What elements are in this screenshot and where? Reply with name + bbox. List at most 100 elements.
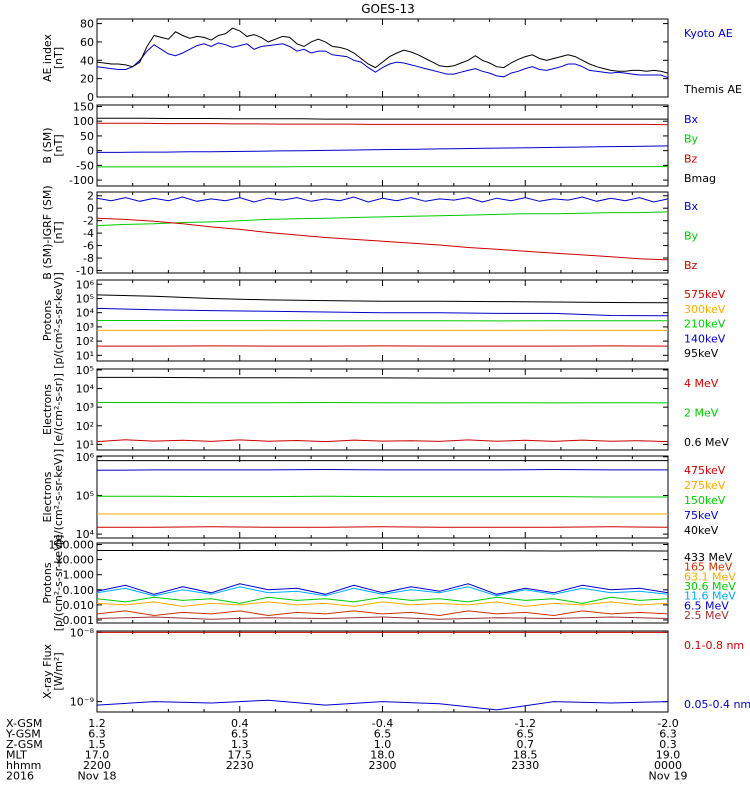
y-tick-label: 100 — [73, 115, 94, 128]
y-axis-label: [nT] — [52, 134, 65, 156]
panel-frame — [96, 18, 669, 98]
panel-ae: 0 20 40 60 80 AE index[nT] Kyoto AE Themis AE — [41, 18, 742, 104]
x-axis-value: 0000 — [654, 759, 682, 772]
x-axis-row-label: Y-GSM — [5, 728, 41, 741]
y-axis-label: B (SM) — [41, 127, 54, 163]
legend-entry: 0.1-0.8 nm — [684, 639, 744, 652]
series-line-themis-ae — [96, 27, 669, 74]
x-axis-value: 2200 — [83, 759, 111, 772]
x-axis-value: 17.0 — [85, 749, 110, 762]
y-tick-label: 10⁵ — [76, 364, 94, 377]
y-tick-label: -6 — [83, 240, 94, 253]
x-axis-value: 0.4 — [231, 717, 249, 730]
x-axis-value: 2330 — [511, 759, 539, 772]
legend-entry: Bx — [684, 113, 699, 126]
y-axis-label: Electrons — [41, 384, 54, 435]
legend-entry: Kyoto AE — [684, 27, 733, 40]
panel-electrons_kev: 10⁴ 10⁵ 10⁶ Electrons[e/(cm²-s-sr-keV)] 475k… — [41, 449, 726, 545]
y-tick-label: 50 — [80, 130, 94, 143]
panel-xray: 10⁻⁹ 10⁻⁸ X-ray Flux[W/m²] 0.1-0.8 nm 0.05-0… — [41, 626, 750, 713]
series-line-150kev — [97, 495, 668, 498]
y-tick-label: -10 — [76, 265, 94, 278]
y-tick-label: 10³ — [76, 321, 94, 334]
legend-entry: 40keV — [684, 524, 719, 537]
legend-entry: By — [684, 133, 699, 146]
x-axis-value: 6.5 — [374, 728, 392, 741]
y-tick-label: -2 — [83, 215, 94, 228]
legend-entry: 475keV — [684, 464, 726, 477]
x-axis-value: 2300 — [369, 759, 397, 772]
x-axis-value: 0.3 — [659, 738, 677, 751]
y-axis-label: X-ray Flux — [41, 643, 54, 699]
x-axis-value: -0.4 — [372, 717, 393, 730]
series-line-bx — [97, 145, 669, 153]
legend-entry: 150keV — [684, 494, 726, 507]
x-axis-value: 17.5 — [228, 749, 253, 762]
y-tick-label: 10⁶ — [76, 451, 95, 464]
y-tick-label: 60 — [80, 36, 94, 49]
x-axis-row-label: X-GSM — [6, 717, 42, 730]
series-line-0-05-0-4-nm — [96, 699, 669, 711]
y-tick-label: 10⁵ — [76, 489, 94, 502]
chart-title: GOES-13 — [361, 2, 415, 16]
series-line-4-mev — [96, 439, 669, 443]
x-axis-row-label: 2016 — [6, 770, 34, 783]
legend-entry: 63.1 MeV — [684, 570, 736, 583]
y-tick-label: 0 — [87, 145, 94, 158]
panel-bigrf: -10-8-6-4-202 B (SM)-IGRF (SM)[nT] Bx By Bz — [41, 185, 699, 279]
series-line-63-1-mev — [96, 601, 669, 607]
series-line-0-6-mev — [97, 376, 668, 379]
legend-entry: Bx — [684, 200, 699, 213]
legend-entry: 4 MeV — [684, 377, 719, 390]
y-tick-label: 80 — [80, 18, 94, 31]
x-axis-value: 0.7 — [517, 738, 535, 751]
series-line-by — [96, 211, 669, 227]
panel-frame — [96, 630, 669, 713]
y-tick-label: 150 — [73, 100, 94, 113]
legend-entry: 300keV — [684, 303, 726, 316]
y-tick-label: 0.010 — [63, 599, 95, 612]
legend-entry: 275keV — [684, 479, 726, 492]
y-tick-label: -4 — [83, 227, 94, 240]
series-line-2-5-mev — [96, 616, 669, 620]
series-line-95kev — [96, 294, 669, 304]
y-axis-label: [e/(cm²-s-sr-keV)] — [52, 449, 65, 545]
y-tick-label: 10² — [76, 420, 94, 433]
y-tick-label: 10⁶ — [76, 278, 95, 291]
y-axis-label: [p/(cm²-s-sr-keV)] — [52, 272, 65, 369]
x-axis-value: 18.0 — [370, 749, 395, 762]
legend-entry: 2 MeV — [684, 407, 719, 420]
panel-electrons_mev: 10¹ 10² 10³ 10⁴ 10⁵ Electrons[e/(cm²-s-sr)] 4 … — [41, 364, 729, 451]
x-axis-value: Nov 19 — [649, 770, 688, 783]
legend-entry: Bmag — [684, 172, 716, 185]
y-axis-label: [nT] — [52, 221, 65, 243]
x-axis-value: 2230 — [226, 759, 254, 772]
x-axis-value: 1.3 — [231, 738, 249, 751]
x-axis-value: 1.0 — [374, 738, 392, 751]
panel-frame — [96, 368, 669, 451]
y-tick-label: 10³ — [76, 401, 94, 414]
y-tick-label: 100.000 — [49, 539, 95, 552]
y-tick-label: 1.000 — [63, 569, 95, 582]
y-tick-label: 40 — [80, 54, 94, 67]
y-tick-label: 10² — [76, 335, 94, 348]
legend-entry: 210keV — [684, 318, 726, 331]
y-tick-label: 10⁴ — [76, 383, 95, 396]
y-axis-label: Protons — [41, 562, 54, 603]
y-tick-label: 10¹ — [76, 438, 94, 451]
panel-bsm: -100 -500 50 100 150 B (SM)[nT] Bx By Bz Bmag — [41, 100, 716, 187]
x-axis-value: 6.3 — [659, 728, 677, 741]
legend-entry: 11.6 MeV — [684, 590, 736, 603]
x-axis-row-label: Z-GSM — [6, 738, 43, 751]
panel-frame — [96, 104, 669, 187]
y-tick-label: -50 — [76, 159, 94, 172]
y-tick-label: 2 — [87, 190, 94, 203]
legend-entry: 30.6 MeV — [684, 580, 736, 593]
y-tick-label: -8 — [83, 252, 94, 265]
x-axis-value: -2.0 — [657, 717, 678, 730]
y-tick-label: 10.000 — [56, 554, 95, 567]
x-axis-value: -1.2 — [515, 717, 536, 730]
legend-entry: 140keV — [684, 332, 726, 345]
x-axis-value: 6.5 — [517, 728, 535, 741]
